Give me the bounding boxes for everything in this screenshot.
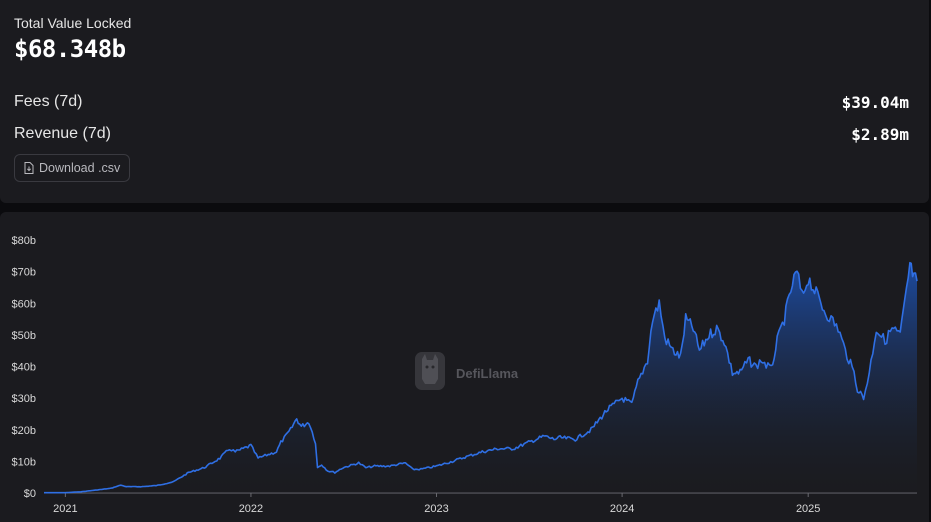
y-tick-label: $0: [24, 488, 36, 500]
y-tick-label: $60b: [12, 298, 36, 310]
y-tick-label: $50b: [12, 330, 36, 342]
y-tick-label: $70b: [12, 267, 36, 279]
tvl-chart-panel: $0 $10b $20b $30b $40b $50b $60b $70b $80b 2021 2…: [0, 212, 929, 522]
watermark: DefiLlama: [415, 352, 519, 390]
revenue-value: $2.89m: [851, 125, 909, 144]
tvl-area-chart[interactable]: $0$10b$20b$30b$40b$50b$60b$70b$80b 2021 2…: [0, 212, 929, 522]
x-tick-label: 2023: [424, 503, 448, 515]
tvl-label: Total Value Locked: [14, 15, 132, 31]
tvl-value: $68.348b: [14, 35, 126, 63]
y-tick-label: $80b: [12, 235, 36, 247]
x-axis: 2021 2022 2023 2024 2025: [44, 492, 917, 515]
tvl-area: [44, 262, 917, 493]
fees-value: $39.04m: [841, 93, 909, 112]
x-tick-label: 2024: [610, 503, 634, 515]
y-tick-label: $10b: [12, 456, 36, 468]
x-tick-label: 2022: [239, 503, 263, 515]
y-tick-label: $20b: [12, 425, 36, 437]
revenue-row: Revenue (7d) $2.89m: [14, 125, 909, 147]
x-tick-label: 2021: [53, 503, 77, 515]
y-axis: $0 $10b $20b $30b $40b $50b $60b $70b $80b: [12, 235, 36, 500]
fees-label: Fees (7d): [14, 93, 83, 110]
revenue-label: Revenue (7d): [14, 125, 111, 142]
download-csv-label: Download .csv: [39, 161, 121, 175]
file-download-icon: [24, 162, 34, 174]
y-tick-label: $30b: [12, 393, 36, 405]
fees-row: Fees (7d) $39.04m: [14, 93, 909, 115]
llama-logo-icon: [415, 352, 445, 390]
y-tick-label: $40b: [12, 362, 36, 374]
tvl-line: [44, 261, 918, 494]
watermark-text: DefiLlama: [456, 366, 519, 381]
stats-panel: Total Value Locked $68.348b Fees (7d) $3…: [0, 0, 929, 203]
download-csv-button[interactable]: Download .csv: [14, 154, 130, 182]
x-tick-label: 2025: [796, 503, 820, 515]
